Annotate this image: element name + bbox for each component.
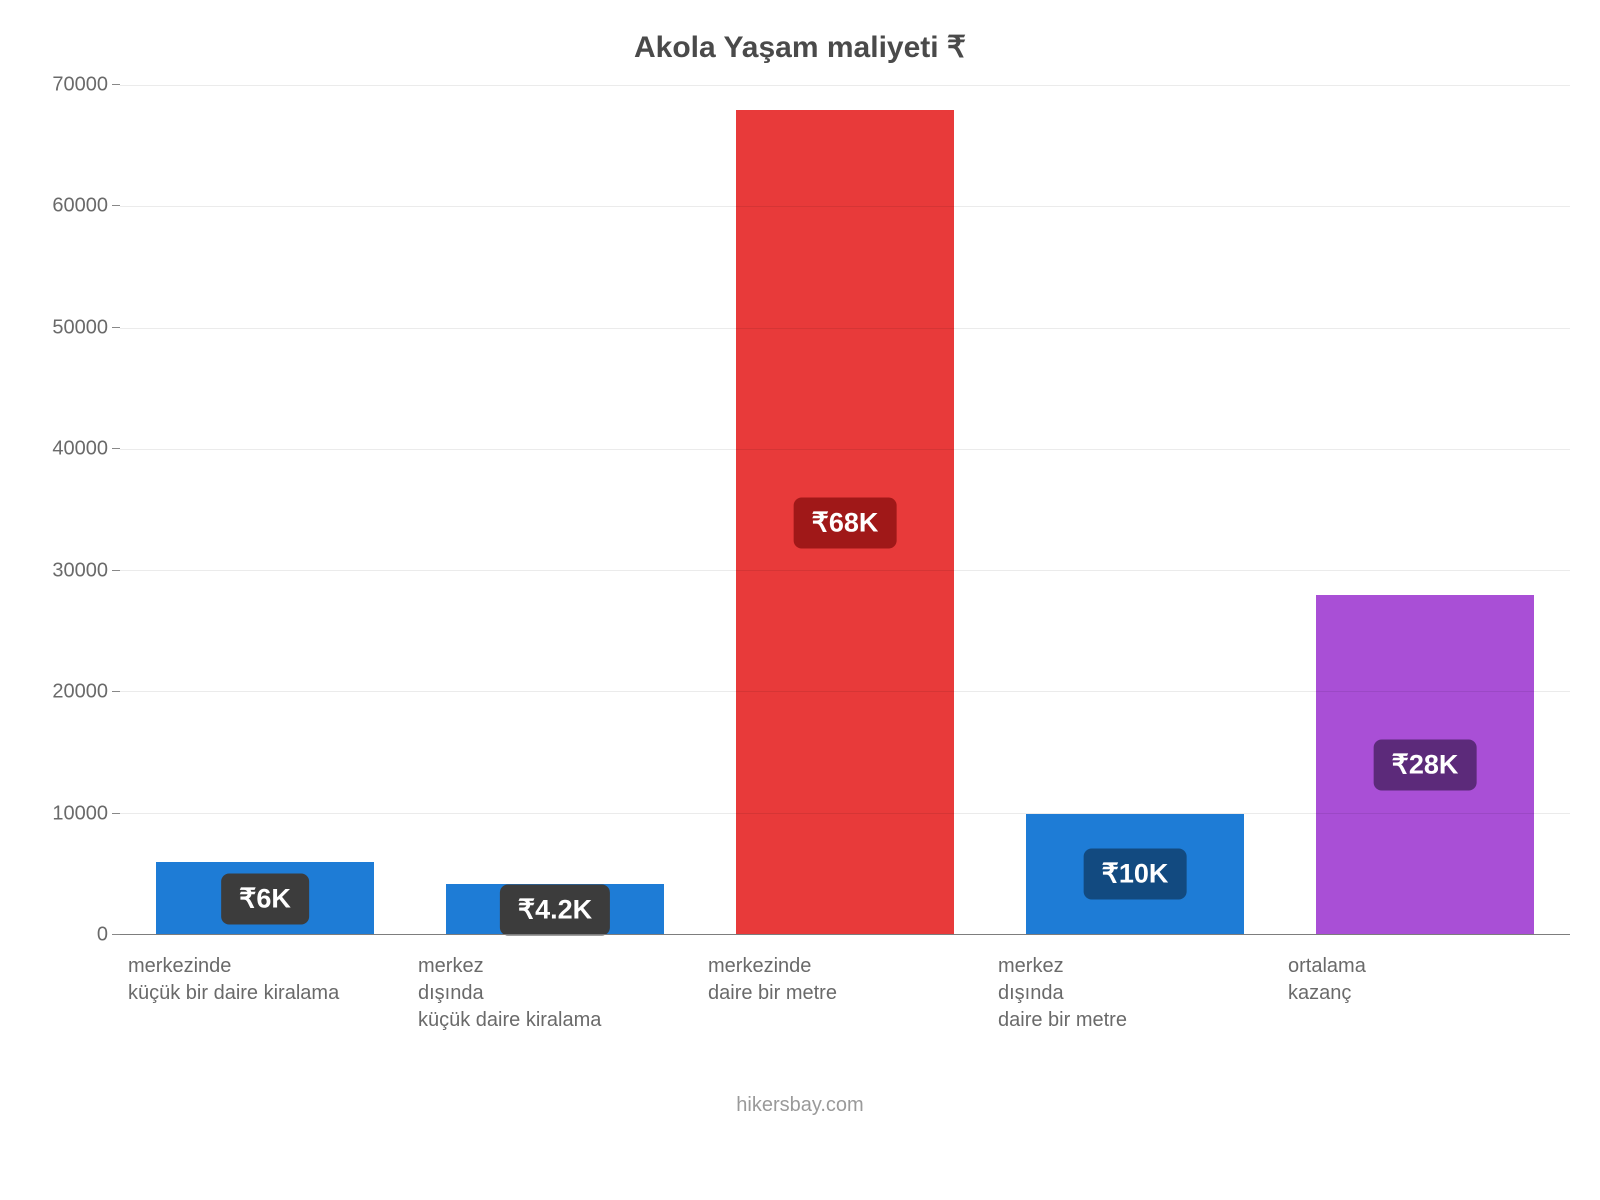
x-axis-label: ortalama kazanç bbox=[1280, 935, 1570, 1034]
bar: ₹68K bbox=[736, 110, 954, 935]
bar: ₹4.2K bbox=[446, 884, 664, 935]
bar-slot: ₹6K bbox=[120, 86, 410, 935]
y-tick-label: 70000 bbox=[52, 74, 108, 97]
chart-title: Akola Yaşam maliyeti ₹ bbox=[30, 30, 1570, 65]
chart-container: Akola Yaşam maliyeti ₹ 0 10000 20000 30000 4… bbox=[0, 0, 1600, 1200]
grid-line bbox=[120, 328, 1570, 329]
y-tick-mark bbox=[112, 934, 120, 935]
grid-line bbox=[120, 206, 1570, 207]
x-axis-label: merkez dışında küçük daire kiralama bbox=[410, 935, 700, 1034]
y-tick-label: 60000 bbox=[52, 195, 108, 218]
value-badge: ₹10K bbox=[1084, 849, 1187, 900]
plot-row: 010000200003000040000500006000070000 ₹6K… bbox=[30, 85, 1570, 935]
bar: ₹28K bbox=[1316, 595, 1534, 935]
y-tick-label: 10000 bbox=[52, 802, 108, 825]
bar-slot: ₹10K bbox=[990, 86, 1280, 935]
y-axis: 010000200003000040000500006000070000 bbox=[30, 85, 120, 935]
credit-text: hikersbay.com bbox=[30, 1094, 1570, 1117]
grid-line bbox=[120, 85, 1570, 86]
grid-line bbox=[120, 813, 1570, 814]
bars-layer: ₹6K ₹4.2K ₹68K ₹10K ₹28K bbox=[120, 86, 1570, 935]
x-axis-label: merkezinde daire bir metre bbox=[700, 935, 990, 1034]
value-badge: ₹68K bbox=[794, 497, 897, 548]
y-tick-mark bbox=[112, 84, 120, 85]
x-axis: merkezinde küçük bir daire kiralamamerke… bbox=[120, 935, 1570, 1034]
y-tick-label: 40000 bbox=[52, 438, 108, 461]
y-tick-mark bbox=[112, 570, 120, 571]
y-tick-mark bbox=[112, 205, 120, 206]
y-tick-label: 30000 bbox=[52, 559, 108, 582]
value-badge: ₹6K bbox=[221, 873, 309, 924]
y-tick-label: 0 bbox=[97, 924, 108, 947]
bar-slot: ₹68K bbox=[700, 86, 990, 935]
grid-line bbox=[120, 449, 1570, 450]
y-tick-mark bbox=[112, 448, 120, 449]
value-badge: ₹4.2K bbox=[500, 884, 610, 935]
x-axis-label: merkez dışında daire bir metre bbox=[990, 935, 1280, 1034]
y-tick-mark bbox=[112, 813, 120, 814]
bar-slot: ₹4.2K bbox=[410, 86, 700, 935]
grid-line bbox=[120, 691, 1570, 692]
value-badge: ₹28K bbox=[1374, 740, 1477, 791]
y-tick-mark bbox=[112, 691, 120, 692]
y-tick-label: 50000 bbox=[52, 316, 108, 339]
bar: ₹6K bbox=[156, 862, 374, 935]
y-tick-mark bbox=[112, 327, 120, 328]
bar: ₹10K bbox=[1026, 814, 1244, 935]
x-axis-label: merkezinde küçük bir daire kiralama bbox=[120, 935, 410, 1034]
plot-area: ₹6K ₹4.2K ₹68K ₹10K ₹28K bbox=[120, 85, 1570, 935]
grid-line bbox=[120, 934, 1570, 935]
bar-slot: ₹28K bbox=[1280, 86, 1570, 935]
grid-line bbox=[120, 570, 1570, 571]
y-tick-label: 20000 bbox=[52, 681, 108, 704]
